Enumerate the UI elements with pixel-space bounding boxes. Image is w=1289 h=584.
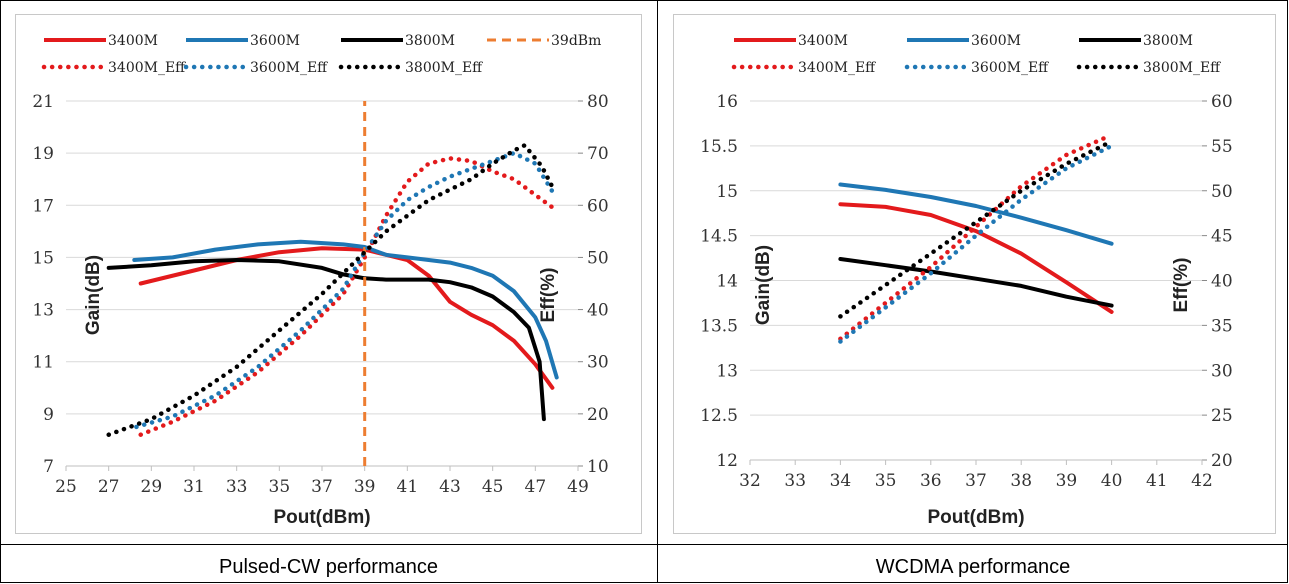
x-axis-title: Pout(dBm) <box>927 507 1024 528</box>
x-tick-label: 38 <box>1010 471 1032 491</box>
y2-tick-label: 70 <box>587 144 609 164</box>
series-line-3600m <box>838 182 1114 246</box>
row-divider <box>0 544 1288 545</box>
y2-tick-label: 40 <box>587 301 609 321</box>
y-axis-title: Gain(dB) <box>83 255 104 335</box>
legend-label-3400m: 3400M <box>108 33 158 49</box>
series-line-3800m <box>106 258 546 422</box>
y-tick-label: 13 <box>716 361 738 381</box>
pulsed-cw-chart-panel: 7 9 11 13 15 17 19 21 10 20 30 40 50 60 70 80 25 27 29 31 33… <box>15 14 642 534</box>
x-tick-label: 47 <box>525 477 547 497</box>
legend-label-3800m: 3800M <box>1143 33 1193 49</box>
legend-label-3400m: 3400M <box>798 33 848 49</box>
x-tick-label: 34 <box>830 471 852 491</box>
x-tick-label: 41 <box>1146 471 1168 491</box>
y-tick-label: 12 <box>716 451 738 471</box>
series-line-3800m-eff <box>838 139 1114 319</box>
y2-tick-label: 30 <box>1211 361 1233 381</box>
x-tick-label: 45 <box>482 477 504 497</box>
series-line-3600m-eff <box>134 150 557 430</box>
y2-tick-label: 25 <box>1211 406 1233 426</box>
y-tick-label: 11 <box>32 353 54 373</box>
x-tick-label: 39 <box>1056 471 1078 491</box>
y-tick-label: 16 <box>716 92 738 112</box>
series-line-3400m <box>838 202 1114 314</box>
series-line-3600m <box>132 239 559 380</box>
legend-label-3600m: 3600M <box>250 33 300 49</box>
y2-tick-label: 20 <box>587 405 609 425</box>
y-tick-label: 12.5 <box>700 406 738 426</box>
legend-label-3600m-eff: 3600M_Eff <box>250 60 328 76</box>
y2-tick-label: 55 <box>1211 137 1233 157</box>
x-tick-label: 49 <box>567 477 589 497</box>
series-line-3800m-eff <box>106 143 555 437</box>
y2-tick-label: 35 <box>1211 316 1233 336</box>
y-tick-label: 14 <box>716 272 738 292</box>
x-tick-label: 35 <box>875 471 897 491</box>
caption-pulsed-cw: Pulsed-CW performance <box>219 556 438 578</box>
y-tick-label: 9 <box>43 405 54 425</box>
column-divider <box>657 0 658 583</box>
legend-label-3400m-eff: 3400M_Eff <box>798 60 876 76</box>
y2-tick-label: 20 <box>1211 451 1233 471</box>
legend-label-3400m-eff: 3400M_Eff <box>108 60 186 76</box>
wcdma-chart: 12 12.5 13 13.5 14 14.5 15 15.5 16 20 25 30 35 40 45 50… <box>700 33 1233 528</box>
y-tick-label: 19 <box>32 144 54 164</box>
x-tick-label: 37 <box>965 471 987 491</box>
x-tick-label: 43 <box>439 477 461 497</box>
caption-wcdma: WCDMA performance <box>875 556 1071 578</box>
series-line-3600m-eff <box>838 143 1114 344</box>
y2-axis-title: Eff(%) <box>1171 258 1192 313</box>
y-tick-label: 15.5 <box>700 137 738 157</box>
x-tick-label: 32 <box>739 471 761 491</box>
y2-tick-label: 50 <box>1211 182 1233 202</box>
series-line-3800m <box>838 257 1114 308</box>
legend-label-3800m-eff: 3800M_Eff <box>405 60 483 76</box>
y-tick-label: 21 <box>32 92 54 112</box>
y-tick-label: 13.5 <box>700 316 738 336</box>
x-tick-label: 27 <box>98 477 120 497</box>
x-tick-label: 39 <box>354 477 376 497</box>
legend-label-3800m: 3800M <box>405 33 455 49</box>
y2-tick-label: 10 <box>587 457 609 477</box>
y2-axis-title: Eff(%) <box>538 268 559 323</box>
series-line-3400m <box>138 246 555 390</box>
y2-tick-label: 40 <box>1211 272 1233 292</box>
y-tick-label: 14.5 <box>700 227 738 247</box>
legend-label-39dbm: 39dBm <box>551 33 601 49</box>
x-tick-label: 31 <box>183 477 205 497</box>
y-tick-label: 7 <box>43 457 54 477</box>
x-tick-label: 42 <box>1191 471 1213 491</box>
y-tick-label: 15 <box>32 248 54 268</box>
y2-tick-label: 30 <box>587 353 609 373</box>
x-tick-label: 40 <box>1101 471 1123 491</box>
x-tick-label: 37 <box>311 477 333 497</box>
x-tick-label: 33 <box>784 471 806 491</box>
pulsed-cw-chart: 7 9 11 13 15 17 19 21 10 20 30 40 50 60 70 80 25 27 29 31 33… <box>32 33 609 528</box>
y-tick-label: 17 <box>32 196 54 216</box>
x-tick-label: 41 <box>397 477 419 497</box>
legend-label-3600m: 3600M <box>971 33 1021 49</box>
y-tick-label: 13 <box>32 301 54 321</box>
y2-tick-label: 80 <box>587 92 609 112</box>
wcdma-chart-panel: 12 12.5 13 13.5 14 14.5 15 15.5 16 20 25 30 35 40 45 50… <box>673 14 1276 534</box>
x-tick-label: 33 <box>226 477 248 497</box>
x-tick-label: 36 <box>920 471 942 491</box>
x-axis-title: Pout(dBm) <box>273 507 370 528</box>
y2-tick-label: 50 <box>587 248 609 268</box>
y2-tick-label: 45 <box>1211 227 1233 247</box>
legend-label-3800m-eff: 3800M_Eff <box>1143 60 1221 76</box>
x-tick-label: 29 <box>141 477 163 497</box>
x-tick-label: 35 <box>269 477 291 497</box>
x-tick-label: 25 <box>55 477 77 497</box>
legend-label-3600m-eff: 3600M_Eff <box>971 60 1049 76</box>
y-axis-title: Gain(dB) <box>753 245 774 325</box>
y2-tick-label: 60 <box>587 196 609 216</box>
series-line-3400m-eff <box>838 134 1110 342</box>
y2-tick-label: 60 <box>1211 92 1233 112</box>
y-tick-label: 15 <box>716 182 738 202</box>
series-line-3400m-eff <box>138 156 559 437</box>
